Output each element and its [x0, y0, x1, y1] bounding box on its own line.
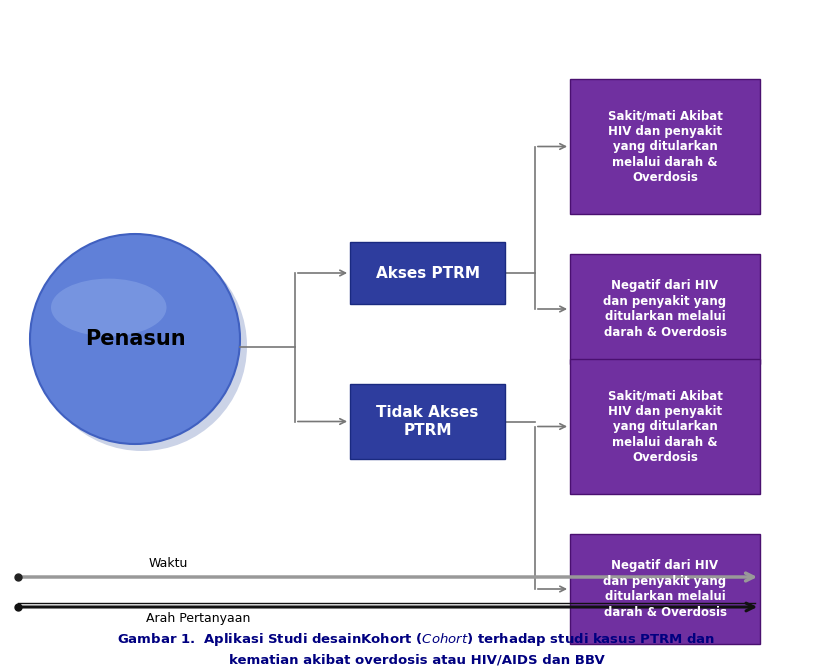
FancyBboxPatch shape — [570, 79, 760, 214]
FancyBboxPatch shape — [570, 254, 760, 364]
FancyBboxPatch shape — [570, 359, 760, 494]
Text: Sakit/mati Akibat
HIV dan penyakit
yang ditularkan
melalui darah &
Overdosis: Sakit/mati Akibat HIV dan penyakit yang … — [607, 389, 722, 464]
Text: Penasun: Penasun — [85, 329, 185, 349]
FancyBboxPatch shape — [350, 384, 505, 459]
Text: Waktu: Waktu — [148, 557, 187, 570]
Circle shape — [30, 234, 240, 444]
Text: Gambar 1.  Aplikasi Studi desainKohort ($\it{Cohort}$) terhadap studi kasus PTRM: Gambar 1. Aplikasi Studi desainKohort ($… — [117, 630, 716, 648]
FancyBboxPatch shape — [570, 534, 760, 644]
Text: Negatif dari HIV
dan penyakit yang
ditularkan melalui
darah & Overdosis: Negatif dari HIV dan penyakit yang ditul… — [603, 279, 726, 339]
FancyBboxPatch shape — [350, 242, 505, 304]
Text: Tidak Akses
PTRM: Tidak Akses PTRM — [377, 405, 479, 438]
Text: Negatif dari HIV
dan penyakit yang
ditularkan melalui
darah & Overdosis: Negatif dari HIV dan penyakit yang ditul… — [603, 559, 726, 619]
Text: Akses PTRM: Akses PTRM — [376, 266, 480, 280]
Circle shape — [37, 241, 247, 451]
Text: Arah Pertanyaan: Arah Pertanyaan — [146, 612, 250, 625]
Text: Sakit/mati Akibat
HIV dan penyakit
yang ditularkan
melalui darah &
Overdosis: Sakit/mati Akibat HIV dan penyakit yang … — [607, 109, 722, 184]
Text: kematian akibat overdosis atau HIV/AIDS dan BBV: kematian akibat overdosis atau HIV/AIDS … — [228, 654, 605, 666]
Ellipse shape — [51, 278, 167, 337]
